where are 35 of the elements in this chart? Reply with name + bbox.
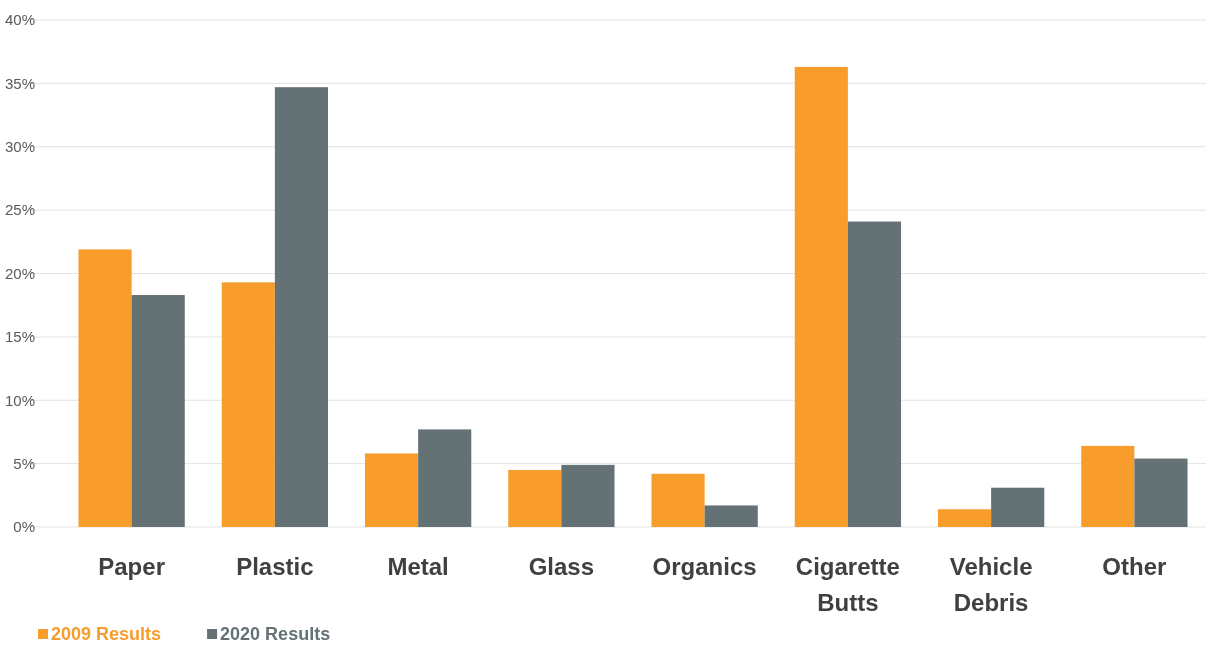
y-tick-label: 25% — [4, 201, 35, 219]
x-tick-label: Paper — [98, 553, 165, 580]
y-tick-label: 5% — [13, 454, 35, 472]
bar — [1081, 445, 1135, 527]
bar — [274, 87, 329, 527]
bar — [131, 295, 185, 527]
x-tick-label: Vehicle Debris — [949, 553, 1033, 616]
y-tick-label: 40% — [4, 11, 35, 29]
bar — [704, 505, 758, 527]
y-tick-label: 35% — [4, 74, 35, 92]
y-tick-label: 20% — [4, 264, 35, 282]
legend-label: 2009 Results — [51, 624, 162, 644]
y-tick-label: 0% — [13, 518, 35, 536]
y-tick-label: 10% — [4, 391, 35, 409]
legend-label: 2020 Results — [220, 624, 331, 644]
y-tick-label: 15% — [4, 328, 35, 346]
x-tick-label: Other — [1102, 553, 1167, 580]
bar — [991, 487, 1045, 527]
bar — [418, 429, 472, 527]
x-tick-label: Plastic — [236, 553, 314, 580]
bar — [794, 66, 848, 527]
bar — [508, 469, 562, 527]
x-tick-label: Cigarette Butts — [795, 553, 900, 616]
x-tick-label: Metal — [387, 553, 449, 580]
bar — [78, 249, 132, 527]
y-tick-label: 30% — [4, 138, 35, 156]
bar — [1134, 458, 1188, 527]
bar — [561, 464, 615, 527]
bar — [937, 509, 992, 527]
x-tick-label: Organics — [652, 553, 757, 580]
bar — [847, 221, 902, 527]
bar — [221, 282, 275, 527]
bar — [364, 453, 419, 527]
bar — [651, 473, 705, 527]
x-tick-label: Glass — [528, 553, 595, 580]
